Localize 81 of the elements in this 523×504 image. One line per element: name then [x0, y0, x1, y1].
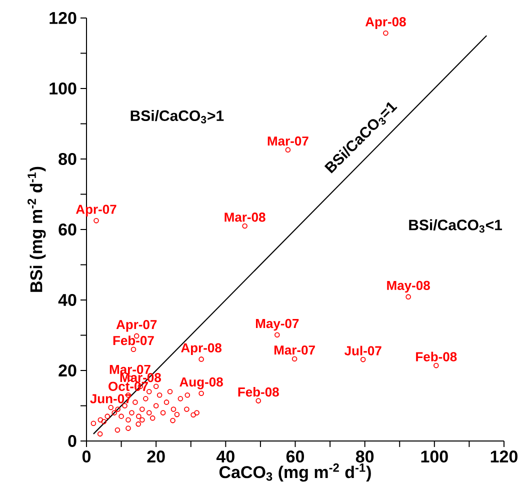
annotation: Feb-08 — [238, 387, 279, 397]
point — [94, 218, 99, 224]
point — [274, 332, 280, 338]
point — [160, 410, 166, 416]
point — [434, 362, 439, 368]
point — [360, 356, 366, 362]
annotation: Mar-07 — [268, 136, 308, 146]
y-axis-title: BSi (mg m$^{-2}$ d$^{-1}$) — [28, 166, 46, 292]
point — [104, 414, 110, 419]
point — [130, 346, 136, 352]
point — [292, 356, 298, 362]
annotation: Jul-07 — [344, 346, 382, 356]
point — [108, 404, 114, 410]
y-tick-label: 40 — [58, 294, 76, 306]
point — [136, 414, 142, 419]
point — [190, 412, 196, 418]
annotation: Apr-08 — [181, 343, 222, 356]
point — [184, 392, 190, 398]
point — [136, 421, 141, 427]
point — [156, 392, 162, 398]
point — [285, 147, 291, 152]
x-tick-label: 0 — [82, 450, 91, 463]
annotation: BSi/CaCO$_{3}$>1 — [130, 110, 224, 124]
y-tick-label: 120 — [50, 12, 76, 24]
annotation: Mar-07 — [110, 364, 150, 374]
point — [174, 412, 180, 418]
point — [126, 426, 131, 431]
point — [98, 417, 104, 422]
y-tick-label: 20 — [58, 364, 76, 377]
annotation: Feb-08 — [416, 352, 457, 362]
point — [198, 356, 204, 362]
annotation: Mar-07 — [274, 345, 315, 355]
y-tick-label: 80 — [58, 152, 76, 166]
point — [129, 410, 134, 416]
point — [90, 420, 96, 426]
point — [198, 390, 204, 396]
point — [101, 418, 107, 424]
x-axis-title: CaCO$_{3}$ (mg m$^{-2}$ d$^{-1}$) — [219, 463, 371, 482]
annotation: Apr-07 — [116, 320, 157, 332]
point — [170, 418, 176, 424]
point — [112, 410, 117, 416]
point — [114, 427, 120, 433]
point — [118, 414, 124, 419]
annotation: May-07 — [256, 318, 299, 331]
y-tick-label: 60 — [58, 223, 76, 236]
point — [164, 400, 170, 405]
point — [153, 384, 159, 389]
point — [153, 403, 159, 408]
y-tick-label: 0 — [68, 434, 76, 448]
x-tick-label: 60 — [286, 450, 304, 463]
point — [178, 396, 184, 402]
x-tick-label: 80 — [356, 450, 374, 463]
annotation: May-08 — [387, 280, 430, 293]
annotation: Feb-07 — [113, 336, 154, 346]
point — [242, 223, 248, 229]
point — [383, 30, 388, 36]
point — [140, 417, 145, 422]
point — [406, 294, 411, 300]
annotation: Mar-08 — [224, 212, 266, 222]
point — [143, 396, 148, 402]
x-tick-label: 20 — [147, 450, 165, 463]
point — [97, 431, 103, 437]
point — [170, 406, 176, 412]
point — [115, 406, 120, 412]
point — [194, 410, 200, 416]
point — [150, 415, 156, 421]
y-tick-label: 100 — [50, 82, 76, 95]
annotation: BSi/CaCO$_{3}$<1 — [409, 219, 502, 233]
x-tick-label: 100 — [421, 450, 448, 463]
x-tick-label: 120 — [490, 450, 518, 463]
x-tick-label: 40 — [216, 450, 234, 463]
annotation: Aug-08 — [180, 377, 223, 390]
point — [184, 406, 190, 412]
point — [146, 410, 152, 416]
point — [132, 400, 138, 405]
point — [140, 406, 145, 412]
point — [126, 417, 131, 422]
point — [167, 388, 173, 394]
point — [122, 403, 128, 408]
annotation: Apr-08 — [365, 17, 406, 29]
point — [256, 398, 262, 404]
